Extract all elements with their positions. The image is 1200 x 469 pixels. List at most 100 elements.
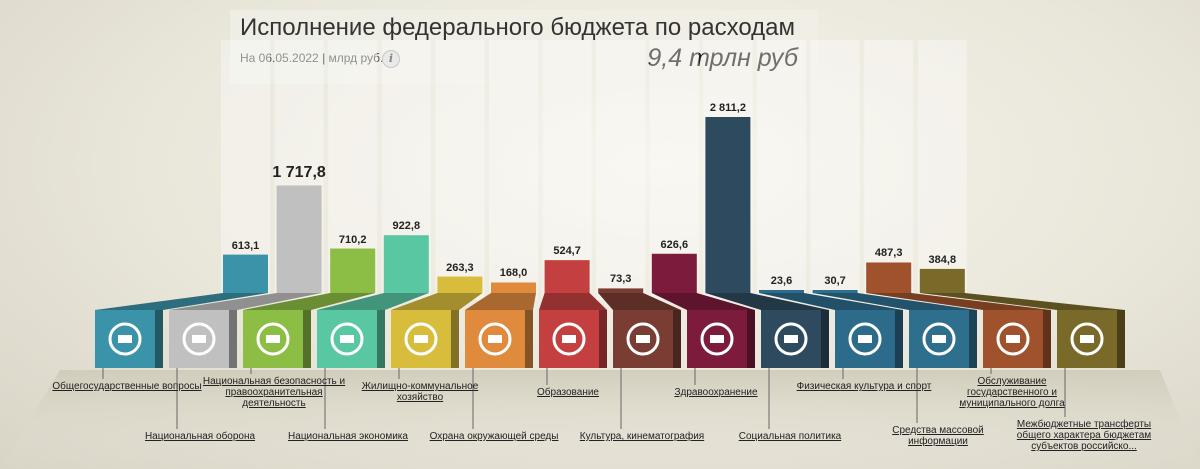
connector	[391, 293, 483, 310]
connector	[598, 293, 681, 310]
total-amount: 9,4 трлн руб	[647, 44, 798, 72]
bank-coins-icon	[330, 322, 364, 356]
bar	[437, 276, 483, 293]
info-icon[interactable]: i	[382, 50, 400, 68]
newspaper-icon	[922, 322, 956, 356]
medicine-caduceus-icon	[700, 322, 734, 356]
tile-side	[451, 310, 459, 368]
chart-subtitle: На 06.05.2022 | млрд руб.	[240, 51, 384, 65]
category-label[interactable]: Межбюджетные трансферты общего характера…	[1016, 419, 1152, 452]
tile-side	[1117, 310, 1125, 368]
tile-side	[969, 310, 977, 368]
value-label: 2 811,2	[709, 102, 746, 114]
value-label: 1 717,8	[272, 164, 326, 182]
value-label: 73,3	[609, 273, 632, 286]
bar	[544, 260, 590, 293]
category-label[interactable]: Здравоохранение	[674, 387, 758, 398]
shield-icon	[182, 322, 216, 356]
tile-side	[155, 310, 163, 368]
value-label: 384,8	[928, 253, 957, 266]
category-label[interactable]: Средства массовой информации	[892, 425, 984, 447]
connector	[705, 293, 829, 310]
ray	[864, 40, 914, 300]
people-group-icon	[774, 322, 808, 356]
category-label[interactable]: Общегосударственные вопросы	[52, 381, 202, 392]
connector	[539, 293, 607, 310]
connector	[759, 293, 903, 310]
tile-side	[377, 310, 385, 368]
category-label[interactable]: Образование	[537, 387, 599, 398]
government-building-icon	[108, 322, 142, 356]
bar	[330, 248, 376, 293]
tile-side	[229, 310, 237, 368]
label-leaders	[102, 368, 1066, 429]
bars	[223, 117, 965, 293]
category-label[interactable]: Национальная оборона	[144, 431, 256, 442]
ray	[542, 40, 592, 300]
bar	[651, 253, 697, 293]
ray	[489, 40, 538, 300]
pipe-valve-icon	[404, 322, 438, 356]
tile-side	[747, 310, 755, 368]
money-bag-icon	[1070, 322, 1104, 356]
connector	[169, 293, 322, 310]
connector	[465, 293, 536, 310]
tile-side	[303, 310, 311, 368]
value-label: 168,0	[499, 267, 528, 280]
category-label[interactable]: Жилищно-коммунальное хозяйство	[361, 381, 479, 403]
bar	[223, 254, 268, 293]
category-label[interactable]: Социальная политика	[738, 431, 842, 442]
bar	[598, 288, 644, 293]
category-label[interactable]: Физическая культура и спорт	[796, 381, 932, 392]
theater-masks-icon	[626, 322, 660, 356]
floor-shadow	[0, 370, 1200, 469]
chart-title: Исполнение федерального бюджета по расхо…	[240, 14, 795, 41]
category-label[interactable]: Культура, кинематография	[579, 431, 705, 442]
bar	[759, 290, 804, 293]
ray	[810, 40, 860, 300]
tile-side	[673, 310, 681, 368]
value-label: 922,8	[392, 220, 421, 233]
connector	[812, 293, 977, 310]
value-label: 626,6	[660, 238, 689, 251]
ray	[596, 40, 646, 300]
category-tiles	[95, 310, 1125, 368]
category-label[interactable]: Охрана окружающей среды	[429, 431, 559, 442]
tile-side	[895, 310, 903, 368]
connector	[317, 293, 429, 310]
bar	[383, 235, 429, 293]
bar	[812, 290, 858, 293]
value-label: 263,3	[446, 261, 474, 274]
connector	[866, 293, 1051, 310]
connector	[919, 293, 1125, 310]
tile-side	[525, 310, 533, 368]
category-label[interactable]: Обслуживание государственного и муниципа…	[959, 376, 1065, 409]
connector	[243, 293, 376, 310]
ray	[435, 40, 485, 300]
bar	[866, 262, 912, 293]
category-label[interactable]: Национальная безопасность и правоохранит…	[202, 376, 346, 409]
hand-coins-icon	[996, 322, 1030, 356]
trees-icon	[478, 322, 512, 356]
graduation-cap-icon	[552, 322, 586, 356]
soccer-ball-icon	[848, 322, 882, 356]
bar	[919, 268, 965, 293]
value-label: 710,2	[338, 233, 367, 246]
ray	[757, 40, 806, 300]
tile-side	[599, 310, 607, 368]
value-label: 487,3	[874, 247, 903, 260]
bar	[705, 117, 751, 293]
value-label: 23,6	[770, 275, 793, 287]
value-label: 613,1	[231, 239, 260, 252]
connector	[651, 293, 755, 310]
category-label[interactable]: Национальная экономика	[288, 431, 408, 442]
handcuffs-icon	[256, 322, 290, 356]
tile-side	[1043, 310, 1051, 368]
ray	[917, 40, 967, 300]
title-box: Исполнение федерального бюджета по расхо…	[230, 10, 818, 84]
bar	[491, 282, 536, 293]
value-label: 524,7	[553, 245, 581, 258]
connector	[95, 293, 268, 310]
value-label: 30,7	[824, 275, 846, 287]
